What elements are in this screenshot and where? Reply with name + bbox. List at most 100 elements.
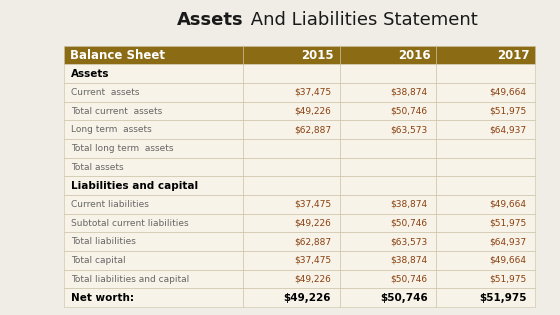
Bar (436, 46, 535, 64)
Text: $38,874: $38,874 (390, 256, 427, 265)
Text: 2015: 2015 (301, 49, 334, 61)
Bar (243, 139, 339, 158)
Text: $49,226: $49,226 (294, 219, 331, 227)
Bar (339, 46, 436, 64)
Bar (339, 139, 436, 158)
Text: Total capital: Total capital (71, 256, 125, 265)
Text: $63,573: $63,573 (390, 237, 427, 246)
Bar (64, 176, 243, 195)
Bar (339, 251, 436, 270)
Bar (339, 232, 436, 251)
Bar (436, 195, 535, 214)
Bar (243, 232, 339, 251)
Text: $38,874: $38,874 (390, 200, 427, 209)
Text: 2016: 2016 (398, 49, 431, 61)
Bar (339, 289, 436, 307)
Bar (436, 270, 535, 289)
Text: $50,746: $50,746 (390, 106, 427, 116)
Bar (243, 195, 339, 214)
Bar (436, 158, 535, 176)
Bar (64, 270, 243, 289)
Text: $50,746: $50,746 (390, 219, 427, 227)
Text: Liabilities and capital: Liabilities and capital (71, 181, 198, 191)
Bar (436, 214, 535, 232)
Text: $38,874: $38,874 (390, 88, 427, 97)
Bar (243, 289, 339, 307)
Text: $37,475: $37,475 (294, 88, 331, 97)
Bar (64, 214, 243, 232)
Text: $37,475: $37,475 (294, 200, 331, 209)
Bar (243, 158, 339, 176)
Text: $62,887: $62,887 (294, 237, 331, 246)
Bar (436, 120, 535, 139)
Bar (64, 102, 243, 120)
Bar (243, 214, 339, 232)
Bar (243, 120, 339, 139)
Text: Subtotal current liabilities: Subtotal current liabilities (71, 219, 189, 227)
Bar (64, 289, 243, 307)
Bar (243, 46, 339, 64)
Bar (64, 83, 243, 102)
Bar (64, 232, 243, 251)
Bar (243, 64, 339, 83)
Text: $63,573: $63,573 (390, 125, 427, 134)
Bar (436, 232, 535, 251)
Bar (436, 251, 535, 270)
Bar (64, 139, 243, 158)
Text: $62,887: $62,887 (294, 125, 331, 134)
Bar (436, 289, 535, 307)
Bar (64, 158, 243, 176)
Bar (339, 83, 436, 102)
Bar (243, 251, 339, 270)
Text: $51,975: $51,975 (489, 106, 526, 116)
Text: $51,975: $51,975 (479, 293, 526, 303)
Text: $49,664: $49,664 (489, 200, 526, 209)
Bar (339, 102, 436, 120)
Bar (339, 158, 436, 176)
Bar (339, 270, 436, 289)
Text: Current  assets: Current assets (71, 88, 139, 97)
Text: $49,226: $49,226 (294, 106, 331, 116)
Text: Total liabilities and capital: Total liabilities and capital (71, 275, 189, 284)
Bar (243, 102, 339, 120)
Text: Balance Sheet: Balance Sheet (70, 49, 165, 61)
Text: $37,475: $37,475 (294, 256, 331, 265)
Text: Long term  assets: Long term assets (71, 125, 152, 134)
Bar (436, 139, 535, 158)
Bar (64, 195, 243, 214)
Text: $64,937: $64,937 (489, 237, 526, 246)
Text: Total current  assets: Total current assets (71, 106, 162, 116)
Text: Total assets: Total assets (71, 163, 124, 172)
Text: $51,975: $51,975 (489, 275, 526, 284)
Bar (243, 176, 339, 195)
Bar (64, 46, 243, 64)
Bar (339, 64, 436, 83)
Bar (436, 102, 535, 120)
Bar (339, 176, 436, 195)
Text: $50,746: $50,746 (380, 293, 427, 303)
Bar (436, 64, 535, 83)
Text: Assets: Assets (71, 69, 110, 79)
Bar (243, 83, 339, 102)
Bar (64, 251, 243, 270)
Text: Assets: Assets (177, 11, 244, 29)
Text: Total liabilities: Total liabilities (71, 237, 136, 246)
Text: $49,226: $49,226 (294, 275, 331, 284)
Text: $50,746: $50,746 (390, 275, 427, 284)
Text: $49,664: $49,664 (489, 88, 526, 97)
Text: 2017: 2017 (497, 49, 529, 61)
Text: Total long term  assets: Total long term assets (71, 144, 174, 153)
Bar (339, 214, 436, 232)
Text: Current liabilities: Current liabilities (71, 200, 149, 209)
Text: $64,937: $64,937 (489, 125, 526, 134)
Text: And Liabilities Statement: And Liabilities Statement (245, 11, 478, 29)
Text: $49,664: $49,664 (489, 256, 526, 265)
Text: Net worth:: Net worth: (71, 293, 134, 303)
Bar (436, 83, 535, 102)
Bar (339, 195, 436, 214)
Text: $49,226: $49,226 (283, 293, 331, 303)
Text: $51,975: $51,975 (489, 219, 526, 227)
Bar (64, 64, 243, 83)
Bar (243, 270, 339, 289)
Bar (339, 120, 436, 139)
